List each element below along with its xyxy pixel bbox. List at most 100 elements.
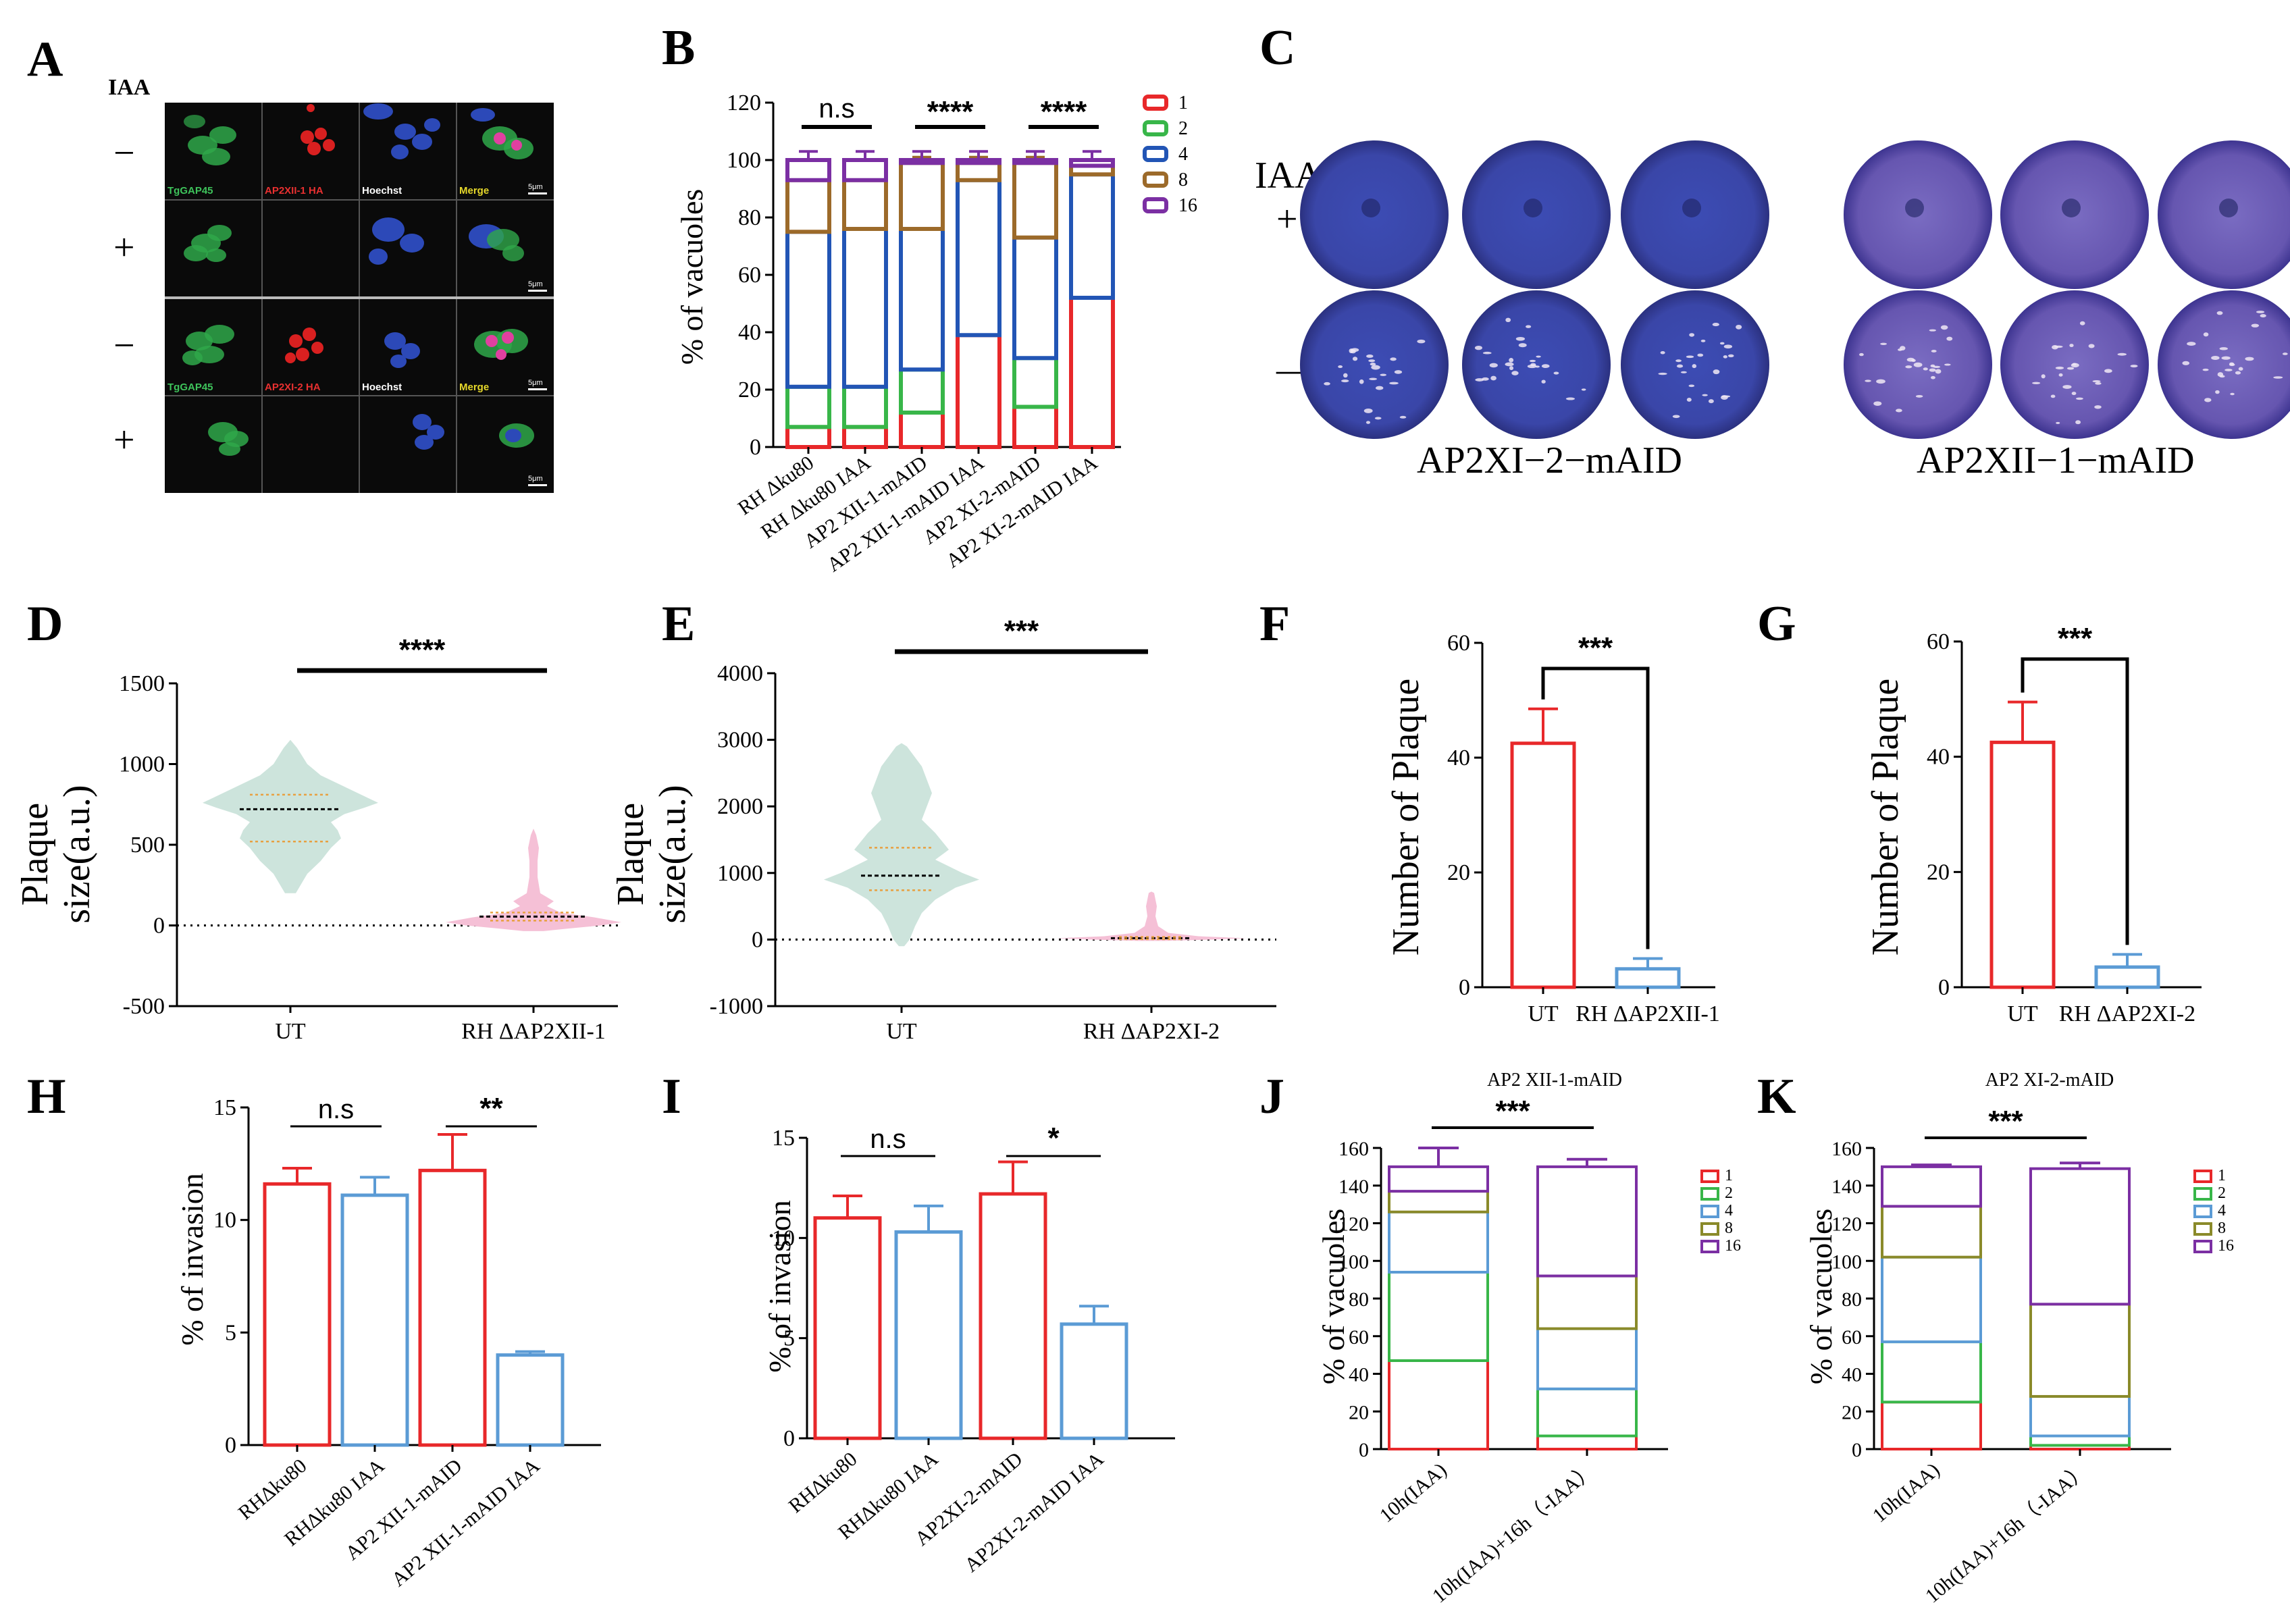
y-tick-label: 20: [1447, 860, 1470, 885]
y-tick-label: 500: [130, 833, 165, 858]
plaque-spot: [1672, 415, 1680, 419]
legend-swatch: [1700, 1240, 1719, 1253]
bar: [1989, 740, 2056, 989]
plaque-spot: [1946, 336, 1953, 341]
y-tick-label: -500: [123, 994, 165, 1019]
y-tick-label: 0: [1938, 975, 1950, 1000]
x-tick-label: AP2 XII-1-mAID IAA: [388, 1455, 544, 1591]
legend-swatch: [1700, 1170, 1719, 1183]
y-tick-label: 0: [752, 927, 763, 952]
stacked-bar-segment: [1012, 161, 1058, 240]
plaque-spot: [2104, 369, 2112, 373]
plaque-spot: [1474, 345, 1482, 350]
panel-label-c: C: [1259, 20, 1295, 76]
legend-label: 16: [2218, 1237, 2234, 1255]
y-tick-label: 15: [213, 1095, 236, 1120]
plaque-spot: [1660, 350, 1665, 355]
plaque-spot: [1686, 398, 1692, 402]
plaque-spot: [2187, 342, 2196, 346]
y-tick-label: 140: [1831, 1176, 1862, 1198]
stacked-bar-segment: [1536, 1434, 1638, 1451]
panel-label-j: J: [1259, 1069, 1284, 1124]
stacked-bar-segment: [956, 161, 1001, 182]
plaque-spot: [1873, 401, 1882, 407]
plaque-spot: [1509, 358, 1514, 363]
plaque-spot: [1913, 362, 1923, 367]
micro-merge: [471, 108, 534, 159]
panel-a-sign-row2: +: [113, 227, 135, 269]
legend-swatch: [1700, 1187, 1719, 1201]
stacked-bar-segment: [1388, 1359, 1489, 1451]
legend-swatch: [2193, 1222, 2212, 1236]
stacked-bar-segment: [785, 384, 831, 429]
plaque-spot: [1338, 365, 1343, 369]
panel-a-sign-row3: −: [113, 325, 135, 367]
plaque-spot: [1417, 339, 1426, 344]
plaque-spot: [2117, 352, 2127, 356]
plaque-spot: [1475, 378, 1484, 382]
y-tick-label: 100: [1831, 1251, 1862, 1273]
x-tick-label: 10h(IAA): [1869, 1459, 1944, 1527]
legend-label: 4: [1178, 144, 1188, 165]
legend-swatch: [1700, 1222, 1719, 1236]
legend-label: 1: [1178, 93, 1188, 113]
stacked-bar-segment: [1388, 1190, 1489, 1213]
bar: [418, 1168, 487, 1447]
stacked-bar-segment: [899, 227, 945, 372]
micro-label-merge-2: Merge: [459, 382, 489, 393]
plaque-spot: [2075, 420, 2081, 425]
plate-dark-spot: [2062, 199, 2081, 217]
bar: [1510, 741, 1576, 989]
stacked-bar-segment: [842, 178, 888, 231]
plate-dark-spot: [2219, 199, 2238, 217]
panel-label-i: I: [662, 1069, 681, 1124]
stacked-bar-segment: [1012, 356, 1058, 409]
plaque-spot: [1380, 373, 1387, 376]
stacked-bar-segment: [1536, 1327, 1638, 1390]
plaque-spot: [1721, 395, 1728, 400]
legend-label: 4: [2218, 1202, 2226, 1220]
sig-label: ****: [927, 95, 974, 128]
stacked-bar-segment: [2029, 1167, 2131, 1306]
plaque-spot: [2238, 367, 2243, 371]
plaque-spot: [1944, 363, 1951, 366]
plate: [1462, 290, 1611, 439]
stacked-bar-segment: [1536, 1165, 1638, 1278]
plaque-spot: [1702, 394, 1708, 396]
y-tick-label: 1000: [119, 752, 165, 777]
plaque-spot: [2273, 376, 2283, 379]
plaque-spot: [1489, 363, 1498, 368]
plaque-spot: [1900, 346, 1906, 351]
plaque-spot: [1359, 379, 1364, 384]
y-tick-label: 160: [1831, 1138, 1862, 1160]
plaque-spot: [1689, 333, 1695, 337]
stacked-bar-segment: [899, 161, 945, 231]
stacked-bar-segment: [785, 425, 831, 449]
plaque-spot: [1324, 382, 1330, 386]
plaque-spot: [1374, 417, 1382, 420]
plaque-spot: [2069, 344, 2074, 348]
y-tick-label: 0: [153, 914, 165, 939]
plaque-spot: [1697, 353, 1704, 357]
plate-dark-spot: [1905, 199, 1924, 217]
stacked-bar-segment: [1012, 404, 1058, 449]
y-tick-label: 60: [1349, 1326, 1369, 1348]
plaque-spot: [1931, 349, 1937, 352]
y-tick-label: 2000: [717, 794, 763, 819]
x-tick-label: UT: [886, 1019, 917, 1044]
bar: [340, 1193, 409, 1447]
panel-c-right-caption: AP2XII−1−mAID: [1917, 440, 2195, 481]
legend-swatch: [2193, 1205, 2212, 1218]
legend-swatch: [1143, 146, 1168, 162]
plaque-spot: [1365, 421, 1371, 424]
plaque-spot: [1719, 342, 1725, 345]
plaque-spot: [2219, 375, 2225, 378]
plaque-spot: [2215, 390, 2220, 394]
plaque-spot: [1708, 399, 1714, 404]
scale-bars: 5μm 5μm 5μm 5μm: [528, 183, 547, 486]
plaque-spot: [2095, 382, 2102, 385]
panel-a-sign-row1: −: [113, 132, 135, 174]
